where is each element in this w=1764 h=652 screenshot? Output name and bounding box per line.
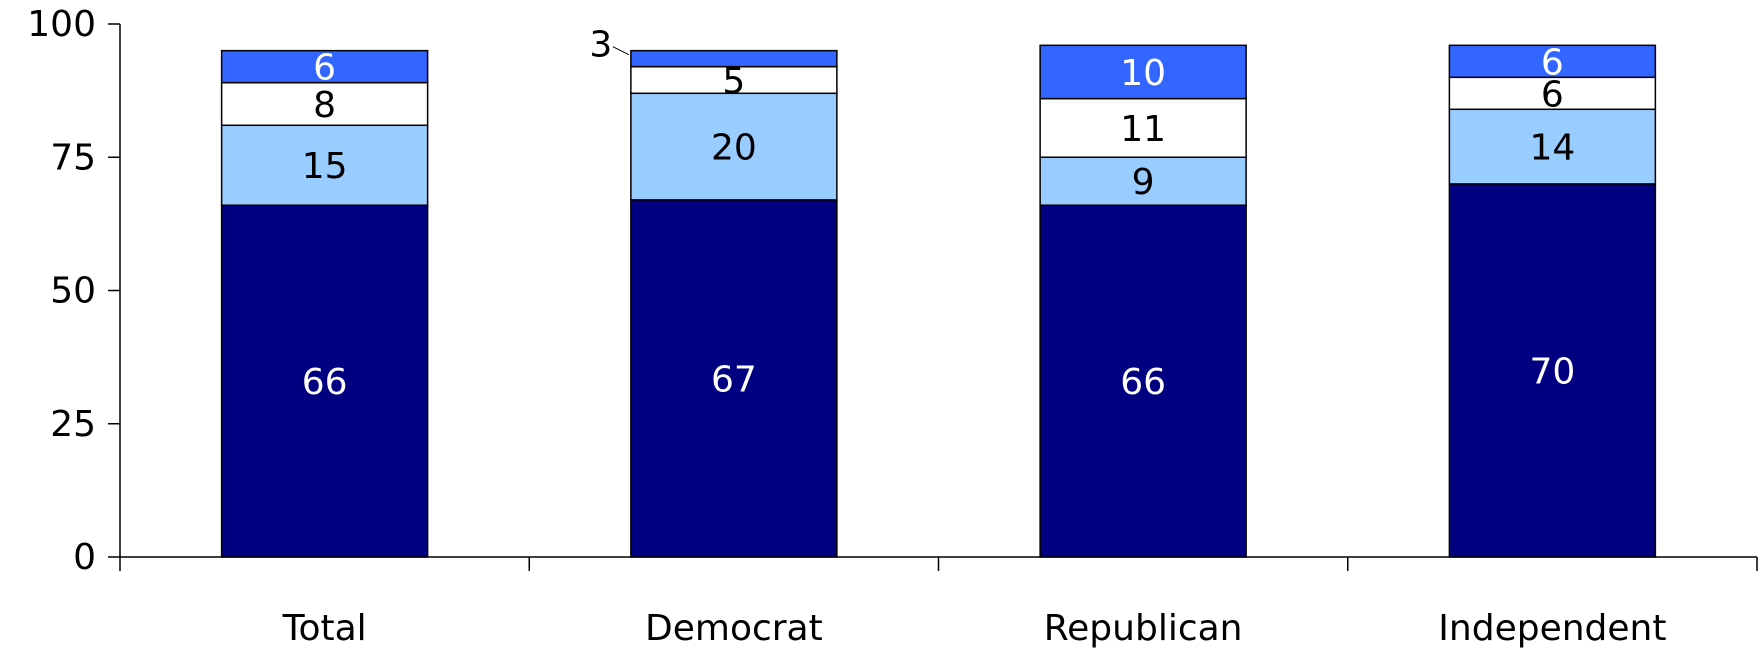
- bar-segment: [220, 204, 429, 558]
- x-category-label: Independent: [1438, 608, 1666, 649]
- data-label: 66: [1120, 362, 1166, 403]
- x-category-label: Total: [282, 608, 367, 649]
- data-label: 8: [313, 85, 336, 126]
- bar-segment: [1039, 44, 1247, 100]
- x-category-label: Democrat: [645, 608, 823, 649]
- data-label: 14: [1529, 128, 1575, 169]
- data-label: 67: [711, 359, 757, 400]
- data-label: 6: [1541, 74, 1564, 115]
- y-tick-label: 75: [50, 137, 96, 178]
- bar-segment: [630, 65, 838, 95]
- x-category-label: Republican: [1044, 608, 1243, 649]
- data-label: 11: [1120, 109, 1166, 150]
- bar-segment: [1448, 108, 1657, 185]
- data-label: 15: [302, 146, 348, 187]
- bar-segment: [1448, 44, 1657, 79]
- bar-segment: [630, 49, 838, 68]
- data-label: 70: [1529, 351, 1575, 392]
- y-tick-label: 0: [73, 537, 96, 578]
- y-tick-label: 100: [27, 4, 96, 45]
- bar-segment: [220, 49, 429, 84]
- data-label: 10: [1120, 53, 1166, 94]
- y-tick-label: 50: [50, 271, 96, 312]
- plot-area: 0255075100661586Total672053Democrat66911…: [27, 4, 1758, 649]
- bar-segment: [1448, 76, 1657, 111]
- data-label: 3: [589, 25, 612, 66]
- label-leader-line: [612, 46, 630, 56]
- data-label: 9: [1132, 162, 1155, 203]
- bar-segment: [1448, 183, 1657, 558]
- data-label: 6: [313, 48, 336, 89]
- bar-segment: [630, 199, 838, 558]
- y-tick-label: 25: [50, 404, 96, 445]
- bar-segment: [1039, 204, 1247, 558]
- data-label: 66: [302, 362, 348, 403]
- data-label: 6: [1541, 42, 1564, 83]
- data-label: 5: [722, 61, 745, 102]
- bar-segment: [1039, 97, 1247, 159]
- data-label: 20: [711, 128, 757, 169]
- bar-segment: [630, 92, 838, 201]
